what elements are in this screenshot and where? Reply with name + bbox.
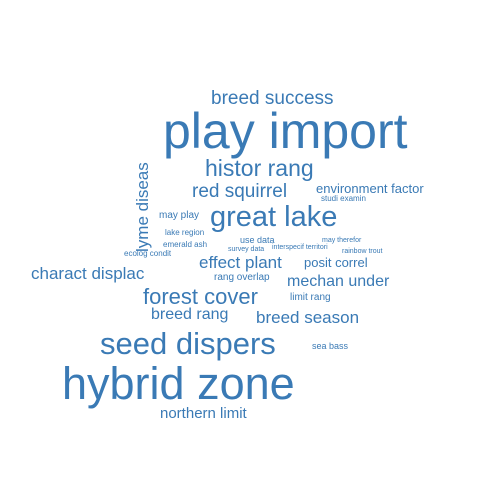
word-limit-rang: limit rang (290, 292, 331, 303)
word-sea-bass: sea bass (312, 341, 349, 351)
word-seed-dispers: seed dispers (100, 326, 276, 361)
word-lake-region: lake region (165, 228, 205, 237)
word-charact-displac: charact displac (31, 264, 145, 283)
word-red-squirrel: red squirrel (192, 181, 288, 202)
word-studi-examin: studi examin (321, 194, 366, 203)
word-environment-factor: environment factor (316, 181, 424, 196)
word-emerald-ash: emerald ash (163, 240, 208, 249)
word-use-data: use data (240, 235, 275, 245)
word-may-therefor: may therefor (322, 237, 362, 244)
word-interspecif-territori: interspecif territori (272, 244, 328, 251)
word-histor-rang: histor rang (205, 155, 314, 181)
word-effect-plant: effect plant (199, 253, 282, 272)
word-breed-rang: breed rang (151, 306, 229, 323)
word-rainbow-trout: rainbow trout (342, 248, 383, 255)
word-mechan-under: mechan under (287, 273, 390, 290)
word-survey-data: survey data (228, 246, 265, 253)
word-ecolog-condit: ecolog condit (124, 249, 172, 258)
word-breed-success: breed success (211, 88, 334, 109)
word-northern-limit: northern limit (160, 405, 247, 422)
word-may-play: may play (159, 210, 200, 221)
word-play-import: play import (163, 103, 408, 159)
word-rang-overlap: rang overlap (214, 272, 270, 283)
word-hybrid-zone: hybrid zone (62, 358, 295, 409)
word-forest-cover: forest cover (143, 284, 258, 309)
word-breed-season: breed season (256, 308, 360, 327)
word-lyme-diseas: lyme diseas (133, 162, 152, 252)
word-posit-correl: posit correl (304, 255, 368, 270)
word-great-lake: great lake (210, 201, 338, 233)
